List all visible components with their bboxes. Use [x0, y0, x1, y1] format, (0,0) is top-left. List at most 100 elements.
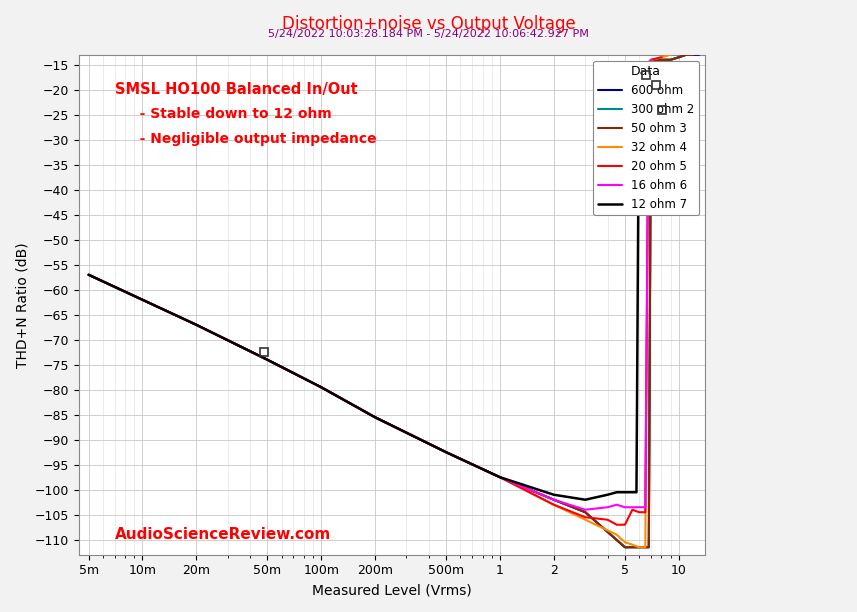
300 ohm 2: [137, 296, 147, 304]
32 ohm 4: [640, 543, 650, 551]
16 ohm 6: [370, 414, 381, 421]
12 ohm 7: [620, 488, 630, 496]
600 ohm: [548, 496, 559, 504]
600 ohm: [656, 56, 667, 64]
600 ohm: [83, 271, 93, 278]
Line: 16 ohm 6: 16 ohm 6: [88, 60, 651, 510]
Text: - Stable down to 12 ohm: - Stable down to 12 ohm: [125, 107, 332, 121]
20 ohm 5: [640, 509, 650, 516]
12 ohm 7: [316, 384, 327, 391]
20 ohm 5: [137, 296, 147, 304]
20 ohm 5: [83, 271, 93, 278]
Text: AudioScienceReview.com: AudioScienceReview.com: [115, 527, 331, 542]
12 ohm 7: [441, 449, 452, 456]
600 ohm: [681, 51, 692, 59]
16 ohm 6: [580, 506, 590, 513]
600 ohm: [262, 356, 273, 364]
16 ohm 6: [441, 449, 452, 456]
16 ohm 6: [602, 504, 613, 511]
600 ohm: [665, 56, 675, 64]
12 ohm 7: [602, 491, 613, 498]
600 ohm: [494, 474, 505, 481]
600 ohm: [688, 51, 698, 59]
300 ohm 2: [688, 51, 698, 59]
20 ohm 5: [191, 321, 201, 329]
50 ohm 3: [580, 509, 590, 516]
600 ohm: [694, 51, 704, 59]
50 ohm 3: [370, 414, 381, 421]
16 ohm 6: [316, 384, 327, 391]
16 ohm 6: [137, 296, 147, 304]
600 ohm: [674, 54, 684, 61]
12 ohm 7: [640, 66, 650, 73]
12 ohm 7: [137, 296, 147, 304]
300 ohm 2: [580, 509, 590, 516]
600 ohm: [620, 543, 630, 551]
300 ohm 2: [441, 449, 452, 456]
300 ohm 2: [262, 356, 273, 364]
Text: SMSL HO100 Balanced In/Out: SMSL HO100 Balanced In/Out: [115, 82, 357, 97]
Line: 600 ohm: 600 ohm: [88, 55, 699, 547]
32 ohm 4: [646, 56, 656, 64]
16 ohm 6: [262, 356, 273, 364]
20 ohm 5: [646, 56, 656, 64]
12 ohm 7: [262, 356, 273, 364]
16 ohm 6: [627, 504, 638, 511]
300 ohm 2: [644, 543, 654, 551]
300 ohm 2: [646, 59, 656, 66]
300 ohm 2: [681, 51, 692, 59]
300 ohm 2: [656, 56, 667, 64]
12 ohm 7: [83, 271, 93, 278]
32 ohm 4: [665, 51, 675, 59]
50 ohm 3: [316, 384, 327, 391]
20 ohm 5: [548, 501, 559, 509]
300 ohm 2: [316, 384, 327, 391]
50 ohm 3: [688, 51, 698, 59]
20 ohm 5: [441, 449, 452, 456]
300 ohm 2: [665, 56, 675, 64]
32 ohm 4: [634, 543, 644, 551]
16 ohm 6: [494, 474, 505, 481]
16 ohm 6: [83, 271, 93, 278]
16 ohm 6: [644, 59, 654, 66]
16 ohm 6: [620, 504, 630, 511]
50 ohm 3: [494, 474, 505, 481]
600 ohm: [441, 449, 452, 456]
32 ohm 4: [620, 539, 630, 546]
12 ohm 7: [494, 474, 505, 481]
32 ohm 4: [370, 414, 381, 421]
12 ohm 7: [646, 61, 656, 69]
16 ohm 6: [646, 56, 656, 64]
Line: 300 ohm 2: 300 ohm 2: [88, 55, 693, 547]
16 ohm 6: [612, 501, 622, 509]
50 ohm 3: [674, 54, 684, 61]
32 ohm 4: [644, 59, 654, 66]
12 ohm 7: [634, 71, 644, 78]
300 ohm 2: [494, 474, 505, 481]
600 ohm: [640, 543, 650, 551]
12 ohm 7: [612, 488, 622, 496]
300 ohm 2: [674, 54, 684, 61]
16 ohm 6: [634, 504, 644, 511]
32 ohm 4: [137, 296, 147, 304]
600 ohm: [191, 321, 201, 329]
32 ohm 4: [262, 356, 273, 364]
20 ohm 5: [620, 521, 630, 528]
50 ohm 3: [137, 296, 147, 304]
300 ohm 2: [191, 321, 201, 329]
50 ohm 3: [656, 56, 667, 64]
20 ohm 5: [370, 414, 381, 421]
Line: 32 ohm 4: 32 ohm 4: [88, 55, 670, 547]
600 ohm: [370, 414, 381, 421]
16 ohm 6: [548, 496, 559, 504]
Text: 5/24/2022 10:03:28.184 PM - 5/24/2022 10:06:42.927 PM: 5/24/2022 10:03:28.184 PM - 5/24/2022 10…: [268, 29, 589, 39]
50 ohm 3: [665, 56, 675, 64]
20 ohm 5: [262, 356, 273, 364]
50 ohm 3: [644, 543, 654, 551]
300 ohm 2: [548, 496, 559, 504]
50 ohm 3: [83, 271, 93, 278]
32 ohm 4: [494, 474, 505, 481]
50 ohm 3: [620, 543, 630, 551]
32 ohm 4: [191, 321, 201, 329]
32 ohm 4: [627, 541, 638, 548]
